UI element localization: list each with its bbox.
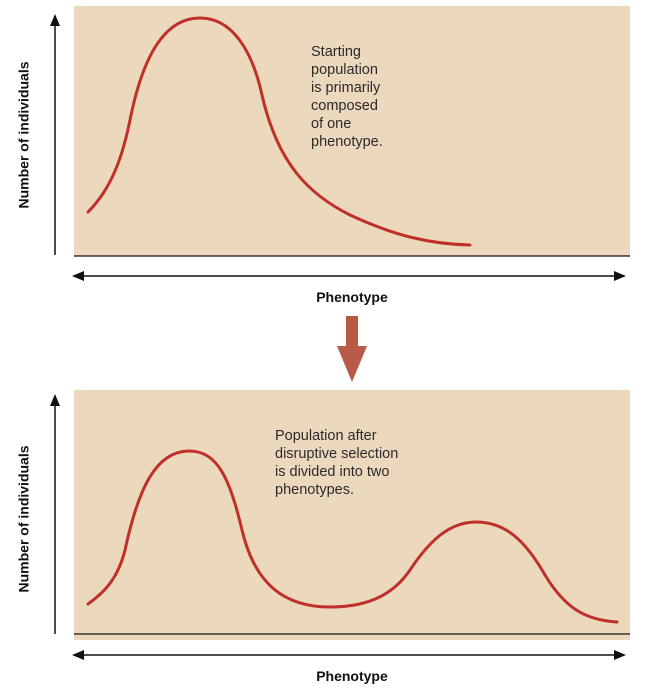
annotation-top-line: is primarily (311, 80, 381, 96)
annotation-after-selection: Population after disruptive selection is… (275, 427, 475, 499)
annotation-bottom-line: disruptive selection (275, 446, 399, 462)
annotation-top-line: population (311, 62, 378, 78)
annotation-starting-population: Starting population is primarily compose… (311, 43, 461, 151)
annotation-top-line: phenotype. (311, 134, 383, 150)
transition-arrow (337, 316, 367, 382)
annotation-bottom-line: is divided into two (275, 464, 390, 480)
plot-area-bottom (74, 390, 630, 640)
curve-after-selection (86, 449, 619, 624)
after-selection-panel: Number of individuals Phenotype (0, 384, 652, 692)
annotation-bottom-line: Population after (275, 428, 377, 444)
annotation-top-line: Starting (311, 44, 361, 60)
x-axis-label-bottom: Phenotype (316, 668, 388, 684)
annotation-top-line: of one (311, 116, 352, 132)
transition-arrow-head (337, 346, 367, 382)
curve-starting-population (86, 16, 472, 247)
annotation-bottom-line: phenotypes. (275, 482, 355, 498)
x-axis-label-top: Phenotype (316, 289, 388, 305)
transition-arrow-shaft (346, 316, 358, 346)
annotation-top-line: composed (311, 98, 378, 114)
